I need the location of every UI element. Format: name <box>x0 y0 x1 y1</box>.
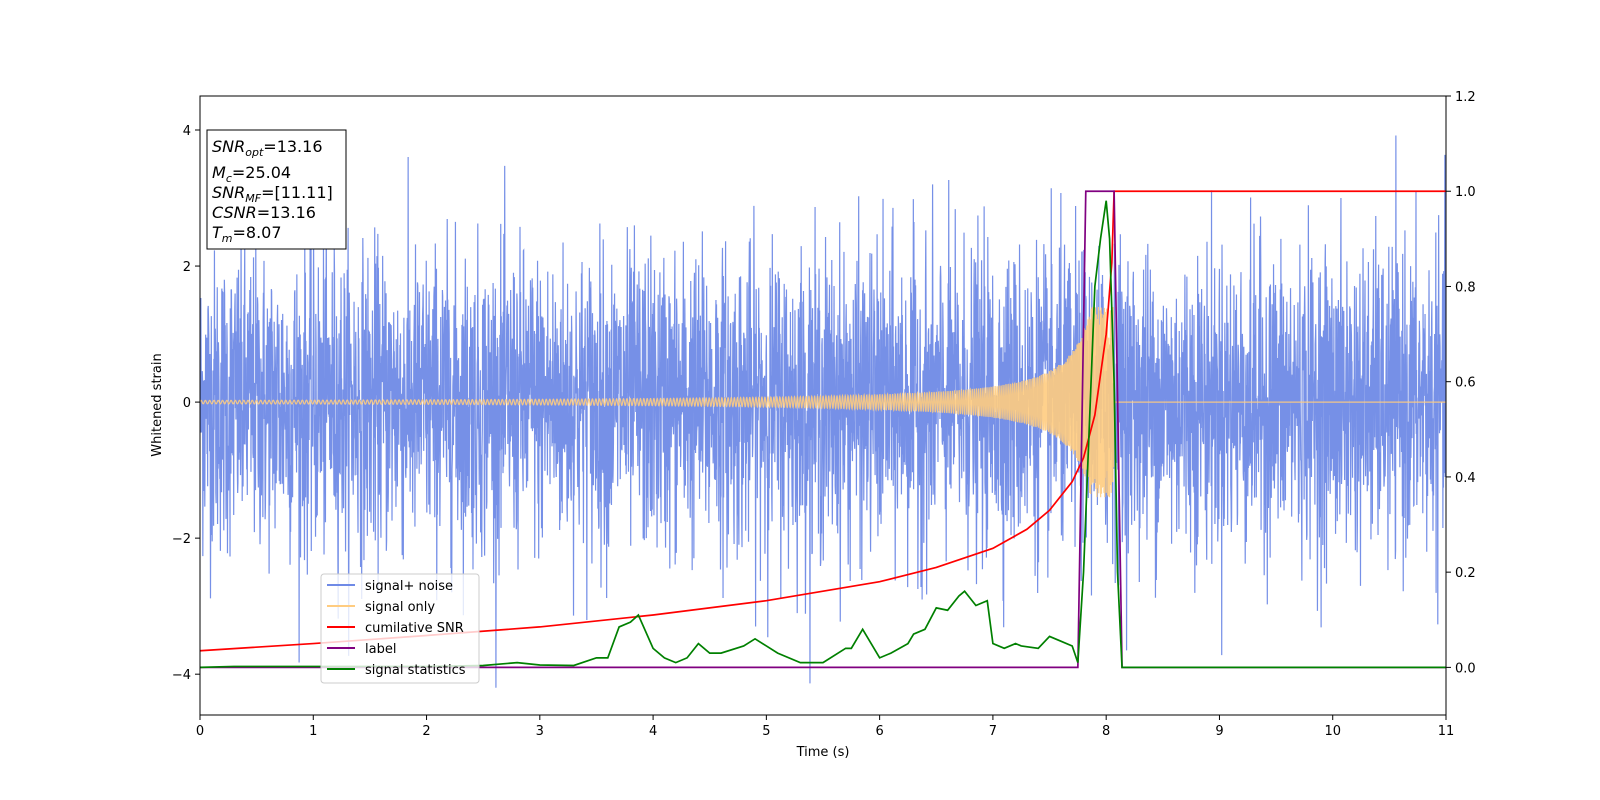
x-tick-label: 0 <box>196 724 204 739</box>
series-layer <box>200 135 1446 688</box>
x-tick-label: 8 <box>1102 724 1110 739</box>
info-box: SNRopt=13.16 Mc=25.04 SNRMF=[11.11] CSNR… <box>206 129 347 250</box>
series-signal-only <box>200 306 1446 498</box>
y2-tick-label: 1.2 <box>1455 90 1476 105</box>
x-tick-label: 6 <box>875 724 883 739</box>
legend-frame <box>320 573 480 684</box>
x-tick-label: 7 <box>989 724 997 739</box>
info-mc: Mc=25.04 <box>212 163 291 185</box>
legend-label-cumulative-snr: cumilative SNR <box>365 621 464 636</box>
y2-tick-label: 0.4 <box>1455 471 1476 486</box>
x-tick-label: 9 <box>1215 724 1223 739</box>
ticks-layer: 0 1 2 3 4 5 6 7 8 9 10 11 −4 −2 0 2 4 0.0 0.2 0.4 0.6 0.8 1.0 1… <box>172 90 1476 739</box>
x-axis-label: Time (s) <box>796 745 850 760</box>
y-axis-label: Whitened strain <box>150 353 165 456</box>
legend-label-signal-noise: signal+ noise <box>365 579 453 594</box>
y2-tick-label: 0.8 <box>1455 280 1476 295</box>
x-tick-label: 10 <box>1324 724 1341 739</box>
legend-label-signal-only: signal only <box>365 600 435 615</box>
y-tick-label: 0 <box>183 396 191 411</box>
info-box-frame <box>206 129 347 250</box>
y-tick-label: 2 <box>183 260 191 275</box>
y2-tick-label: 0.6 <box>1455 376 1476 391</box>
info-csnr: CSNR=13.16 <box>212 203 316 222</box>
x-tick-label: 1 <box>309 724 317 739</box>
x-tick-label: 11 <box>1438 724 1455 739</box>
series-signal-statistics <box>200 200 1446 669</box>
y-tick-label: −2 <box>172 532 191 547</box>
y2-tick-label: 0.0 <box>1455 661 1476 676</box>
x-tick-label: 3 <box>536 724 544 739</box>
x-tick-label: 4 <box>649 724 657 739</box>
x-tick-label: 5 <box>762 724 770 739</box>
legend-label-signal-statistics: signal statistics <box>365 663 466 678</box>
series-cumulative-snr <box>200 190 1446 652</box>
y2-tick-label: 1.0 <box>1455 185 1476 200</box>
info-snr-opt: SNRopt=13.16 <box>212 137 323 159</box>
y-tick-label: −4 <box>172 668 191 683</box>
plot-frame <box>199 95 1447 716</box>
y-tick-label: 4 <box>183 124 191 139</box>
legend-label-label: label <box>365 642 396 657</box>
x-tick-label: 2 <box>422 724 430 739</box>
y2-tick-label: 0.2 <box>1455 566 1476 581</box>
info-tm: Tm=8.07 <box>212 223 282 245</box>
legend: signal+ noise signal only cumilative SNR… <box>320 573 480 684</box>
info-snr-mf: SNRMF=[11.11] <box>212 183 333 205</box>
